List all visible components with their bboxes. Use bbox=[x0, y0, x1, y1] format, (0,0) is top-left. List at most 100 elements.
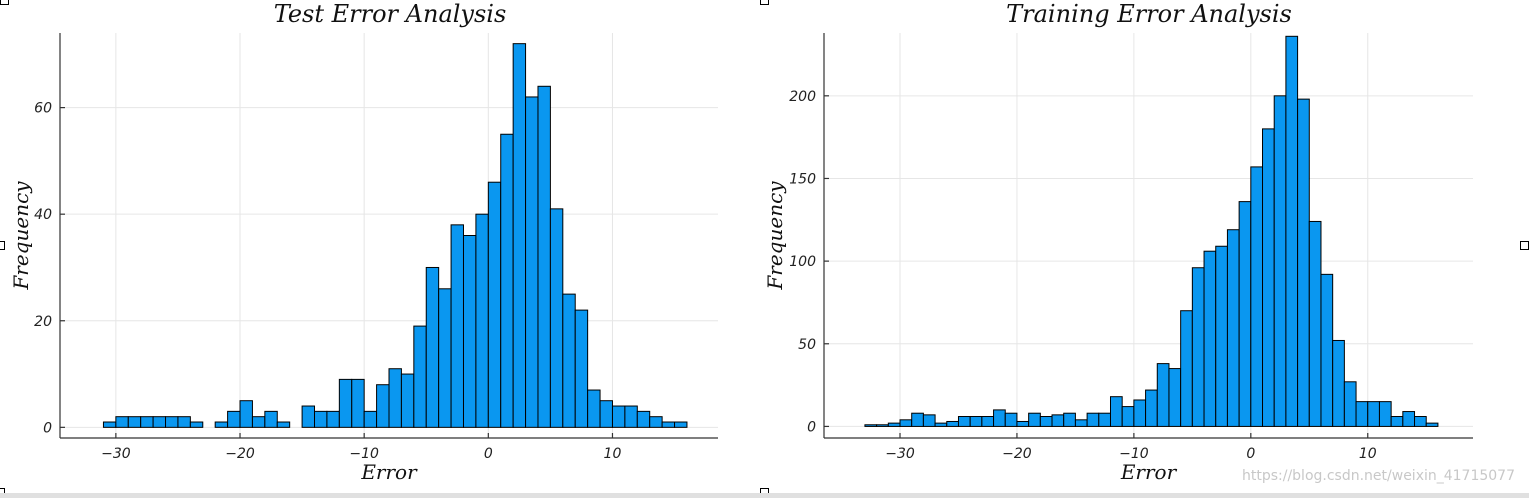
histogram-bar bbox=[1063, 412, 1076, 427]
histogram-bar bbox=[922, 414, 936, 427]
histogram-bar bbox=[1145, 389, 1158, 427]
histogram-bar bbox=[177, 416, 191, 428]
resize-handle-top-mid[interactable] bbox=[760, 0, 769, 5]
histogram-bar bbox=[1367, 401, 1380, 427]
histogram-bar bbox=[413, 325, 427, 428]
chart-title: Training Error Analysis bbox=[1006, 0, 1292, 28]
histogram-bar bbox=[993, 409, 1006, 427]
histogram-bar bbox=[946, 420, 959, 427]
histogram-bar bbox=[438, 288, 452, 428]
histogram-bar bbox=[1285, 35, 1299, 427]
histogram-bar bbox=[864, 424, 878, 427]
histogram-bar bbox=[911, 412, 924, 427]
x-axis-label: Error bbox=[1120, 460, 1178, 484]
y-tick-label: 40 bbox=[34, 207, 52, 223]
x-tick-label: −10 bbox=[1119, 446, 1149, 462]
histogram-bar bbox=[574, 309, 589, 428]
resize-handle-top-left[interactable] bbox=[0, 0, 9, 5]
histogram-bar bbox=[624, 405, 638, 428]
histogram-bar bbox=[276, 421, 291, 428]
histogram-bar bbox=[1121, 406, 1135, 427]
histogram-bar bbox=[1320, 273, 1334, 427]
y-tick-label: 60 bbox=[34, 101, 52, 117]
chart-title: Test Error Analysis bbox=[274, 0, 507, 28]
histogram-bar bbox=[1215, 245, 1228, 427]
histogram-bar bbox=[549, 208, 564, 428]
test-error-chart: −30 −20 −10 0 10 0 20 40 60 Test Error Analysis Er… bbox=[9, 0, 718, 484]
scrollbar-track[interactable] bbox=[0, 493, 1529, 498]
histogram-bar bbox=[525, 96, 539, 428]
x-tick-label: 0 bbox=[1246, 446, 1255, 462]
histogram-bar bbox=[425, 266, 440, 428]
histogram-bar bbox=[1168, 368, 1182, 427]
histogram-bar bbox=[1425, 422, 1439, 427]
y-axis-label: Frequency bbox=[9, 181, 33, 291]
histogram-bar bbox=[1203, 250, 1217, 427]
histogram-bar bbox=[1109, 396, 1123, 427]
histogram-bar bbox=[661, 421, 676, 428]
resize-handle-mid-right[interactable] bbox=[1520, 241, 1529, 250]
histogram-bar bbox=[611, 405, 626, 428]
histogram-bar bbox=[1086, 412, 1100, 427]
histogram-bar bbox=[1402, 411, 1416, 427]
histogram-bar bbox=[1273, 95, 1287, 427]
histogram-bar bbox=[1133, 399, 1147, 427]
x-axis-label: Error bbox=[360, 460, 418, 484]
histogram-bar bbox=[165, 416, 179, 428]
histogram-bar bbox=[512, 43, 527, 428]
histogram-bar bbox=[887, 422, 901, 427]
histogram-bar bbox=[450, 224, 464, 428]
histogram-bar bbox=[562, 293, 576, 428]
histogram-bar bbox=[1308, 220, 1322, 427]
resize-handle-mid-left[interactable] bbox=[0, 241, 5, 250]
histogram-bar bbox=[227, 410, 241, 428]
histogram-bar bbox=[400, 373, 415, 428]
watermark-text: https://blog.csdn.net/weixin_41715077 bbox=[1241, 468, 1515, 484]
y-tick-label: 100 bbox=[789, 254, 816, 270]
histogram-bar bbox=[957, 416, 971, 427]
histogram-bar bbox=[314, 410, 328, 428]
y-tick-label: 200 bbox=[789, 89, 816, 105]
histogram-bar bbox=[1156, 363, 1170, 427]
histogram-bar bbox=[636, 410, 651, 428]
y-tick-label: 0 bbox=[43, 420, 52, 436]
histogram-bar bbox=[388, 368, 402, 428]
y-tick-label: 20 bbox=[34, 314, 52, 330]
histogram-bar bbox=[1297, 98, 1310, 427]
histogram-bar bbox=[934, 422, 948, 427]
histogram-bar bbox=[462, 235, 477, 428]
histogram-bar bbox=[1226, 229, 1240, 427]
histogram-bar bbox=[1004, 412, 1018, 427]
histogram-bar bbox=[1098, 412, 1111, 427]
x-tick-label: 0 bbox=[484, 446, 493, 462]
histogram-bar bbox=[981, 416, 995, 427]
histogram-bar bbox=[115, 416, 129, 428]
histogram-bar bbox=[649, 416, 663, 428]
histogram-bar bbox=[969, 416, 983, 427]
histogram-bar bbox=[537, 85, 551, 428]
histogram-bar bbox=[1028, 412, 1041, 427]
histogram-bar bbox=[214, 421, 229, 428]
histogram-bar bbox=[189, 421, 204, 428]
x-tick-label: −20 bbox=[1002, 446, 1032, 462]
histogram-bar bbox=[1332, 339, 1345, 427]
histogram-bar bbox=[1051, 414, 1065, 427]
histogram-bar bbox=[899, 419, 913, 427]
histogram-bar bbox=[876, 424, 889, 427]
histogram-bar bbox=[140, 416, 154, 428]
histogram-bar bbox=[251, 416, 266, 428]
y-tick-label: 150 bbox=[789, 171, 816, 187]
x-tick-label: −20 bbox=[225, 446, 255, 462]
x-tick-label: −30 bbox=[885, 446, 915, 462]
histogram-bar bbox=[1262, 128, 1275, 427]
x-tick-label: −30 bbox=[101, 446, 131, 462]
histogram-bar bbox=[475, 213, 489, 428]
histogram-bar bbox=[1016, 420, 1030, 427]
histogram-bar bbox=[1355, 401, 1369, 427]
histogram-bar bbox=[674, 421, 688, 428]
histogram-bar bbox=[152, 416, 167, 428]
histogram-bar bbox=[1039, 416, 1053, 427]
histogram-bar bbox=[1343, 381, 1357, 427]
histogram-bar bbox=[1191, 267, 1205, 427]
